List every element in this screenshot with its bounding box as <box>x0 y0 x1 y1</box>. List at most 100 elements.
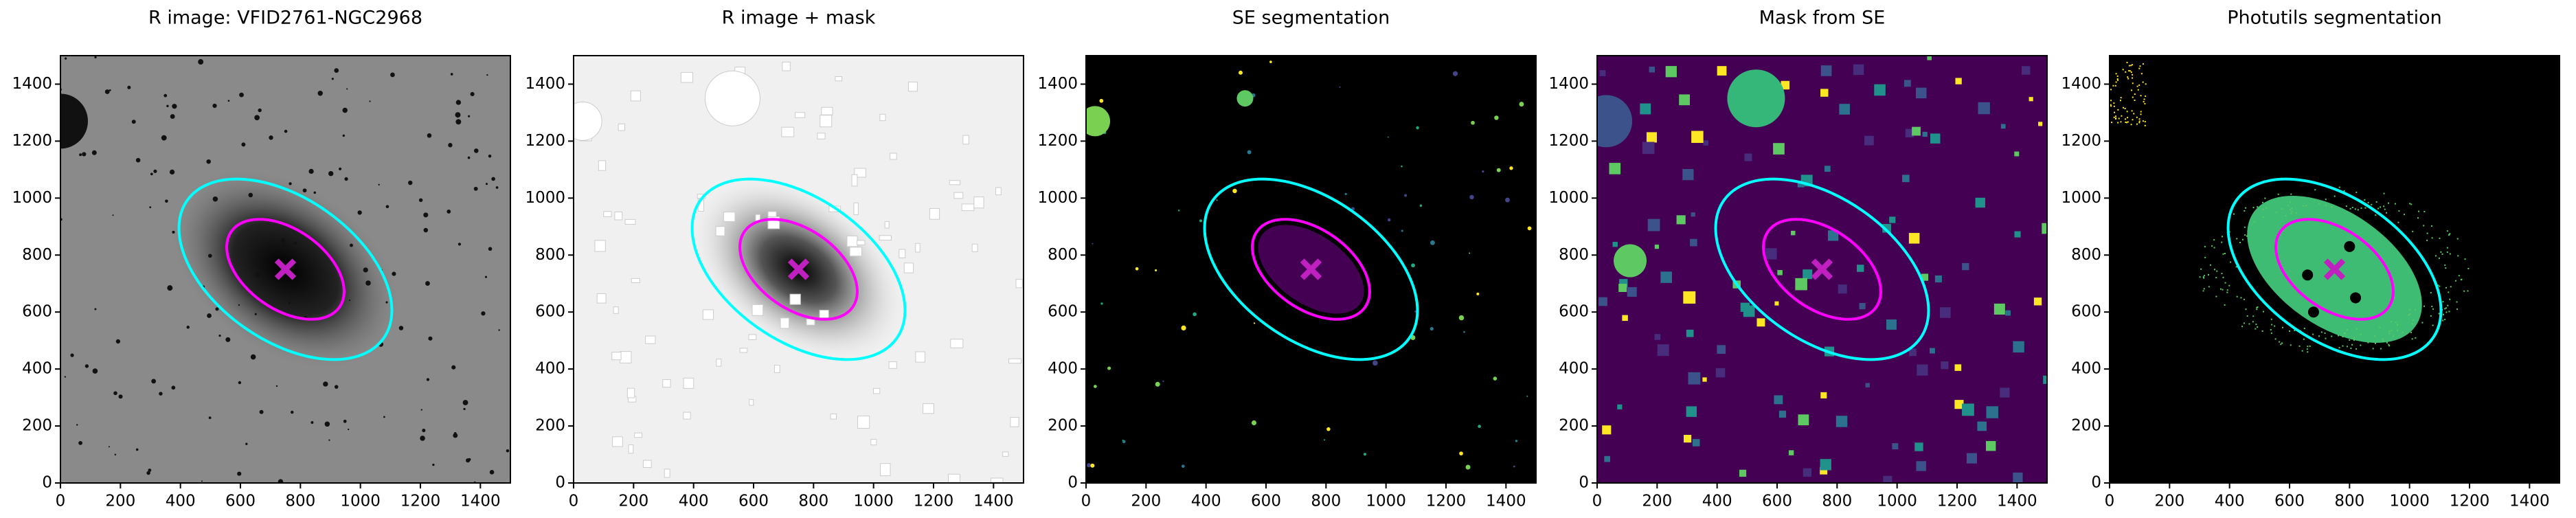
speck <box>2446 251 2448 254</box>
speck <box>2380 348 2382 350</box>
star <box>258 108 262 113</box>
speck <box>2431 306 2433 308</box>
segment <box>1419 204 1423 207</box>
star <box>491 177 495 181</box>
star <box>289 182 292 185</box>
segment <box>1401 229 1403 232</box>
star <box>506 449 510 453</box>
speck <box>2403 214 2405 216</box>
axes-frame <box>60 55 511 484</box>
speck <box>2345 205 2347 207</box>
speck <box>2338 335 2340 337</box>
speck <box>2345 333 2347 335</box>
star <box>455 112 461 118</box>
mask-hole <box>723 212 736 222</box>
mask-region <box>1774 395 1783 405</box>
mask-region <box>1927 56 1932 60</box>
hole <box>2344 240 2355 252</box>
y-tick-label: 800 <box>1559 246 1589 264</box>
speck <box>2387 202 2389 204</box>
x-tick-label: 1400 <box>1486 493 1526 510</box>
x-tick-label: 1000 <box>2389 493 2430 510</box>
mask-region <box>1915 87 1927 99</box>
speck <box>2448 291 2450 293</box>
star <box>64 376 67 378</box>
mask-region <box>1859 302 1866 310</box>
speck <box>2421 322 2424 324</box>
star <box>423 212 429 218</box>
mask-region <box>1903 80 1911 87</box>
y-tick-label: 1400 <box>12 75 52 93</box>
mask-region <box>1839 104 1850 115</box>
mask-region <box>1827 230 1839 241</box>
star <box>114 453 117 455</box>
speck <box>2116 78 2119 80</box>
speck <box>2132 119 2134 121</box>
mask-hole <box>962 135 969 145</box>
mask-region <box>1902 174 1910 183</box>
speck <box>2203 277 2205 279</box>
x-tick-label: 1200 <box>400 493 441 510</box>
speck <box>2386 212 2388 214</box>
star <box>334 68 339 73</box>
mask-region <box>1682 169 1694 181</box>
speck <box>2415 337 2417 339</box>
x-tick-label: 800 <box>1311 493 1341 510</box>
x-tick-label: 400 <box>1191 493 1221 510</box>
speck <box>2303 338 2305 340</box>
speck <box>2367 341 2369 344</box>
speck <box>2320 331 2323 333</box>
speck <box>2448 234 2450 236</box>
star <box>466 458 471 463</box>
star <box>308 168 314 174</box>
speck <box>2371 203 2373 205</box>
mask-region <box>1739 469 1747 477</box>
x-tick-label: 1400 <box>2509 493 2550 510</box>
speck <box>2199 276 2201 278</box>
y-tick-label: 800 <box>22 246 52 264</box>
mask-hole <box>879 113 886 122</box>
speck <box>2383 205 2385 207</box>
x-tick-label: 0 <box>56 493 66 510</box>
mask-hole <box>614 212 623 221</box>
mask-region <box>1914 442 1923 451</box>
star <box>239 92 244 98</box>
speck <box>2255 324 2257 326</box>
image <box>574 56 1024 483</box>
mask-region <box>1617 404 1623 409</box>
speck <box>2230 261 2232 263</box>
speck <box>2360 344 2362 346</box>
panel-title: Photutils segmentation <box>2227 8 2442 29</box>
speck <box>2351 207 2353 209</box>
speck <box>2338 186 2340 188</box>
star <box>238 304 240 306</box>
speck <box>2442 319 2444 322</box>
speck <box>2130 71 2132 74</box>
star <box>284 129 288 133</box>
speck <box>2136 85 2138 87</box>
mask-hole <box>971 243 978 252</box>
speck <box>2204 256 2206 258</box>
speck <box>2239 242 2241 244</box>
mask-hole <box>598 160 607 171</box>
mask-region <box>1614 244 1647 278</box>
segment <box>1107 366 1111 370</box>
star <box>291 410 294 414</box>
speck <box>2375 214 2377 216</box>
aperture-ellipse <box>738 218 859 321</box>
speck <box>2349 207 2351 210</box>
mask-region <box>2038 122 2043 126</box>
segment <box>1401 165 1403 168</box>
speck <box>2349 339 2351 341</box>
hole <box>2350 292 2362 304</box>
panel-title: R image + mask <box>722 8 876 29</box>
segment <box>1430 326 1434 331</box>
speck <box>2450 286 2452 288</box>
segment <box>1216 199 1218 201</box>
speck <box>2364 199 2366 201</box>
aperture-ellipse <box>1762 218 1882 321</box>
mask-hole <box>662 379 671 388</box>
y-tick-label: 600 <box>22 303 52 321</box>
x-tick-label: 400 <box>166 493 196 510</box>
mask-region <box>2000 124 2006 129</box>
